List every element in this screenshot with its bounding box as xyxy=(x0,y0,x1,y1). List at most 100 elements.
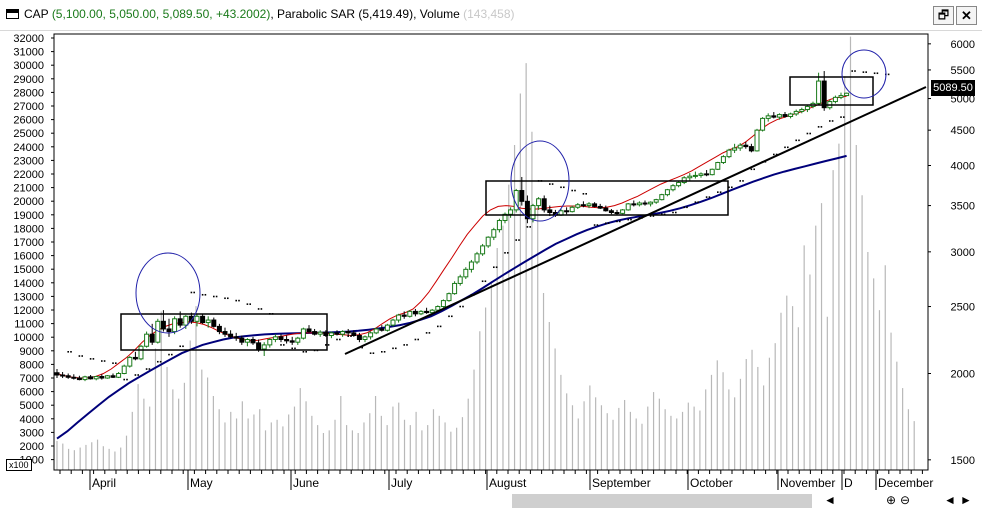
sar-dot xyxy=(616,220,618,223)
sar-dot xyxy=(227,297,229,300)
candlesticks xyxy=(54,71,850,382)
candle xyxy=(200,313,206,324)
chart-window-icon xyxy=(6,9,19,19)
candle xyxy=(474,251,480,265)
candle-body xyxy=(776,114,782,118)
sar-dot xyxy=(481,280,484,283)
month-label: April xyxy=(92,476,116,490)
candle xyxy=(586,202,592,209)
left-tick-label: 29000 xyxy=(13,74,44,86)
sar-dot xyxy=(137,374,139,376)
restore-window-button[interactable]: 🗗 xyxy=(933,6,954,25)
candle-body xyxy=(407,310,413,317)
candle xyxy=(284,335,290,344)
sar-dot xyxy=(448,315,450,318)
sar-dot xyxy=(327,344,330,346)
candle-body xyxy=(586,203,592,207)
time-axis: April May June July August September October No… xyxy=(54,469,933,490)
candle-body xyxy=(508,209,514,215)
candle-body xyxy=(93,376,99,380)
zoom-out-icon[interactable]: ⊖ xyxy=(900,493,911,507)
candle-body xyxy=(580,204,586,207)
sar-dot xyxy=(619,220,621,223)
sar-dot xyxy=(406,344,408,346)
candle-body xyxy=(177,318,183,326)
sar-dot xyxy=(347,335,349,337)
candle xyxy=(597,203,603,210)
sar-dot xyxy=(493,266,495,269)
sar-dot xyxy=(742,180,744,182)
sar-dot xyxy=(414,338,417,341)
close-window-button[interactable]: ✕ xyxy=(956,6,977,25)
sar-dot xyxy=(157,360,159,363)
candle-body xyxy=(664,189,670,196)
candle-body xyxy=(160,320,166,330)
candle xyxy=(99,374,105,380)
sep-comma-1: , xyxy=(270,7,277,21)
sar-dot xyxy=(851,70,853,72)
sar-dot xyxy=(829,120,831,122)
candle-body xyxy=(704,173,710,176)
sar-dot xyxy=(302,351,305,353)
candle xyxy=(832,95,838,104)
sar-dot xyxy=(171,353,173,356)
candle-body xyxy=(384,324,390,331)
candle xyxy=(401,311,407,319)
candle-body xyxy=(250,338,256,344)
candle-body xyxy=(289,340,295,343)
left-tick-label: 21000 xyxy=(13,183,44,195)
sar-dot xyxy=(81,355,83,357)
zoom-in-icon[interactable]: ⊕ xyxy=(886,493,897,507)
candle-body xyxy=(222,331,228,335)
sar-dot xyxy=(607,222,610,225)
candle-body xyxy=(88,376,94,380)
forward-arrow-icon[interactable]: ► xyxy=(960,493,972,507)
candle xyxy=(205,316,211,328)
candle-body xyxy=(373,328,379,334)
back-arrow-icon[interactable]: ◄ xyxy=(944,493,956,507)
sar-dot xyxy=(652,215,655,217)
candle-body xyxy=(356,335,362,340)
candle-body xyxy=(457,276,463,284)
candle xyxy=(760,117,766,132)
sar-dot xyxy=(495,266,498,269)
candle-body xyxy=(838,95,844,98)
left-tick-label: 14000 xyxy=(13,278,44,290)
candle xyxy=(776,113,782,120)
candle xyxy=(166,318,172,337)
sar-dot xyxy=(134,374,137,376)
candle-body xyxy=(698,173,704,176)
candle xyxy=(289,336,295,345)
candle xyxy=(564,207,570,215)
left-tick-label: 4000 xyxy=(20,414,44,426)
candle xyxy=(457,274,463,286)
candle-body xyxy=(844,92,850,97)
candle-body xyxy=(110,375,116,378)
sar-dot xyxy=(224,297,226,300)
left-tick-label: 3000 xyxy=(20,427,44,439)
sar-dot xyxy=(585,193,587,195)
volume-readout: (143,458) xyxy=(463,7,515,21)
candle xyxy=(681,176,687,185)
left-tick-label: 19000 xyxy=(13,210,44,222)
left-tick-label: 11000 xyxy=(14,319,44,331)
candle-body xyxy=(306,328,312,333)
candle xyxy=(541,195,547,213)
sar-dot xyxy=(515,239,517,241)
right-tick-label: 6000 xyxy=(951,39,975,51)
candle xyxy=(396,313,402,323)
consolidation-box xyxy=(485,180,729,216)
horizontal-scrollbar[interactable] xyxy=(512,494,812,508)
scroll-left-button[interactable]: ◄ xyxy=(824,493,836,507)
candle xyxy=(233,332,239,341)
candle xyxy=(804,104,810,113)
sar-dot xyxy=(305,351,307,353)
candle-body xyxy=(463,268,469,278)
sar-dot xyxy=(381,351,383,353)
candle-body xyxy=(317,331,323,335)
sar-dot xyxy=(179,345,181,348)
candle xyxy=(648,201,654,207)
month-label: December xyxy=(878,476,933,490)
